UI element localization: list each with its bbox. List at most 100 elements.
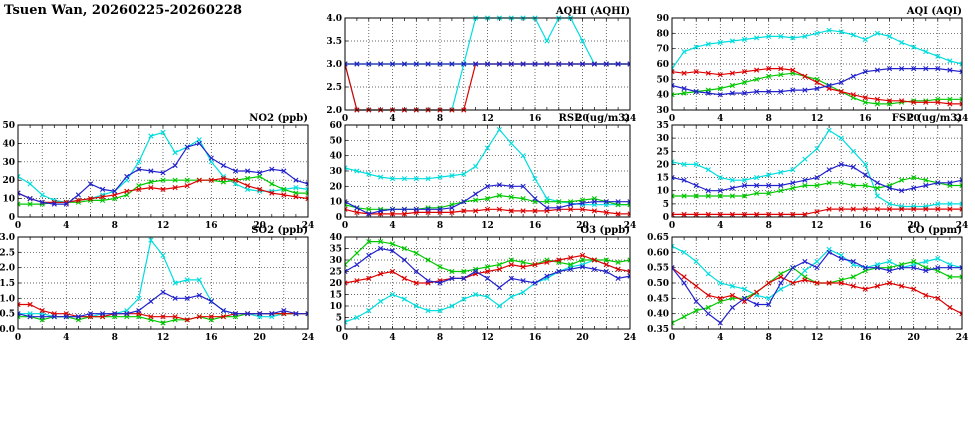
svg-text:30: 30 [329, 167, 342, 177]
svg-text:25: 25 [329, 268, 342, 278]
svg-text:1.0: 1.0 [0, 294, 15, 304]
svg-text:8: 8 [766, 333, 772, 343]
svg-text:16: 16 [529, 221, 542, 231]
svg-text:24: 24 [302, 221, 315, 231]
svg-text:4: 4 [717, 114, 723, 124]
svg-text:5: 5 [336, 314, 342, 324]
chart-co: 0.35 0.40 0.45 0.50 0.55 0.60 0.65 0 4 8 12 16 20 24 C… [642, 223, 970, 345]
svg-text:15: 15 [656, 174, 669, 184]
svg-text:8: 8 [437, 114, 443, 124]
svg-text:2.0: 2.0 [0, 264, 15, 274]
svg-text:10: 10 [2, 195, 15, 205]
chart-so2: 0.0 0.5 1.0 1.5 2.0 2.5 3.0 0 4 8 12 16 20 24 SO2 (ppb… [0, 223, 316, 345]
svg-text:0.45: 0.45 [647, 294, 669, 304]
svg-text:SO2 (ppb): SO2 (ppb) [251, 225, 308, 236]
svg-text:4: 4 [717, 221, 723, 231]
svg-text:60: 60 [656, 60, 669, 70]
svg-text:20: 20 [576, 221, 589, 231]
svg-text:8: 8 [437, 221, 443, 231]
svg-text:40: 40 [329, 233, 342, 243]
svg-text:20: 20 [329, 182, 342, 192]
svg-text:24: 24 [302, 333, 315, 343]
svg-text:10: 10 [656, 187, 669, 197]
svg-text:8: 8 [766, 221, 772, 231]
svg-text:70: 70 [656, 45, 669, 55]
svg-text:24: 24 [624, 114, 637, 124]
svg-text:20: 20 [253, 333, 266, 343]
svg-text:0.60: 0.60 [647, 248, 669, 258]
svg-text:16: 16 [529, 333, 542, 343]
svg-text:16: 16 [859, 221, 872, 231]
svg-text:3.0: 3.0 [0, 233, 15, 243]
chart-aqhi: 2.0 2.5 3.0 3.5 4.0 0 4 8 12 16 20 24 AQHI (AQHI) [315, 4, 638, 126]
svg-text:40: 40 [329, 152, 342, 162]
svg-text:20: 20 [576, 114, 589, 124]
svg-text:RSP (ug/m3): RSP (ug/m3) [559, 113, 630, 124]
svg-text:0: 0 [663, 213, 669, 223]
svg-text:8: 8 [437, 333, 443, 343]
page-title: Tsuen Wan, 20260225-20260228 [4, 3, 243, 18]
svg-text:25: 25 [656, 147, 669, 157]
chart-o3: 0 5 10 15 20 25 30 35 40 0 4 8 12 16 20 24 O3 (ppb) [315, 223, 638, 345]
svg-text:16: 16 [205, 221, 218, 231]
svg-text:0: 0 [15, 333, 21, 343]
svg-text:20: 20 [907, 221, 920, 231]
svg-text:40: 40 [2, 139, 15, 149]
svg-text:24: 24 [956, 221, 969, 231]
svg-text:30: 30 [656, 134, 669, 144]
svg-text:0: 0 [342, 333, 348, 343]
svg-text:80: 80 [656, 29, 669, 39]
svg-text:2.0: 2.0 [326, 106, 342, 116]
svg-text:4: 4 [389, 114, 395, 124]
svg-text:0.40: 0.40 [647, 310, 669, 320]
svg-text:8: 8 [112, 221, 118, 231]
svg-text:0.65: 0.65 [647, 233, 669, 243]
svg-text:1.5: 1.5 [0, 279, 15, 289]
svg-text:12: 12 [157, 333, 170, 343]
svg-text:0: 0 [669, 221, 675, 231]
svg-text:0.35: 0.35 [647, 325, 669, 335]
svg-text:12: 12 [811, 114, 824, 124]
svg-text:24: 24 [956, 114, 969, 124]
svg-text:60: 60 [329, 121, 342, 131]
chart-rsp: 0 10 20 30 40 50 60 0 4 8 12 16 20 24 RSP (ug/m3) [315, 111, 638, 233]
svg-text:0: 0 [342, 114, 348, 124]
svg-text:3.0: 3.0 [326, 60, 342, 70]
svg-text:0.0: 0.0 [0, 325, 15, 335]
svg-text:20: 20 [576, 333, 589, 343]
svg-text:4: 4 [389, 221, 395, 231]
svg-text:16: 16 [205, 333, 218, 343]
svg-text:20: 20 [656, 160, 669, 170]
svg-text:16: 16 [529, 114, 542, 124]
svg-text:16: 16 [859, 114, 872, 124]
svg-text:NO2 (ppb): NO2 (ppb) [249, 113, 308, 124]
svg-text:20: 20 [329, 279, 342, 289]
svg-text:8: 8 [112, 333, 118, 343]
svg-text:15: 15 [329, 291, 342, 301]
svg-text:4: 4 [717, 333, 723, 343]
svg-text:0: 0 [342, 221, 348, 231]
svg-text:0.5: 0.5 [0, 310, 15, 320]
svg-text:0: 0 [669, 333, 675, 343]
svg-text:20: 20 [253, 221, 266, 231]
svg-text:30: 30 [2, 158, 15, 168]
svg-text:4: 4 [63, 221, 69, 231]
svg-text:2.5: 2.5 [326, 83, 342, 93]
svg-text:12: 12 [481, 333, 494, 343]
svg-text:4: 4 [63, 333, 69, 343]
svg-text:AQHI (AQHI): AQHI (AQHI) [555, 6, 630, 17]
svg-text:50: 50 [656, 75, 669, 85]
svg-text:5: 5 [663, 200, 669, 210]
svg-text:24: 24 [624, 221, 637, 231]
svg-text:24: 24 [956, 333, 969, 343]
chart-fsp: 0 5 10 15 20 25 30 35 0 4 8 12 16 20 24 FSP (ug/m3) [642, 111, 970, 233]
svg-text:12: 12 [157, 221, 170, 231]
svg-text:30: 30 [656, 106, 669, 116]
svg-text:0: 0 [336, 325, 342, 335]
svg-text:20: 20 [907, 333, 920, 343]
svg-text:AQI (AQI): AQI (AQI) [906, 6, 962, 17]
svg-text:20: 20 [907, 114, 920, 124]
svg-text:50: 50 [329, 136, 342, 146]
chart-aqi: 30 40 50 60 70 80 90 0 4 8 12 16 20 24 AQI (AQI) [642, 4, 970, 126]
svg-text:90: 90 [656, 14, 669, 24]
